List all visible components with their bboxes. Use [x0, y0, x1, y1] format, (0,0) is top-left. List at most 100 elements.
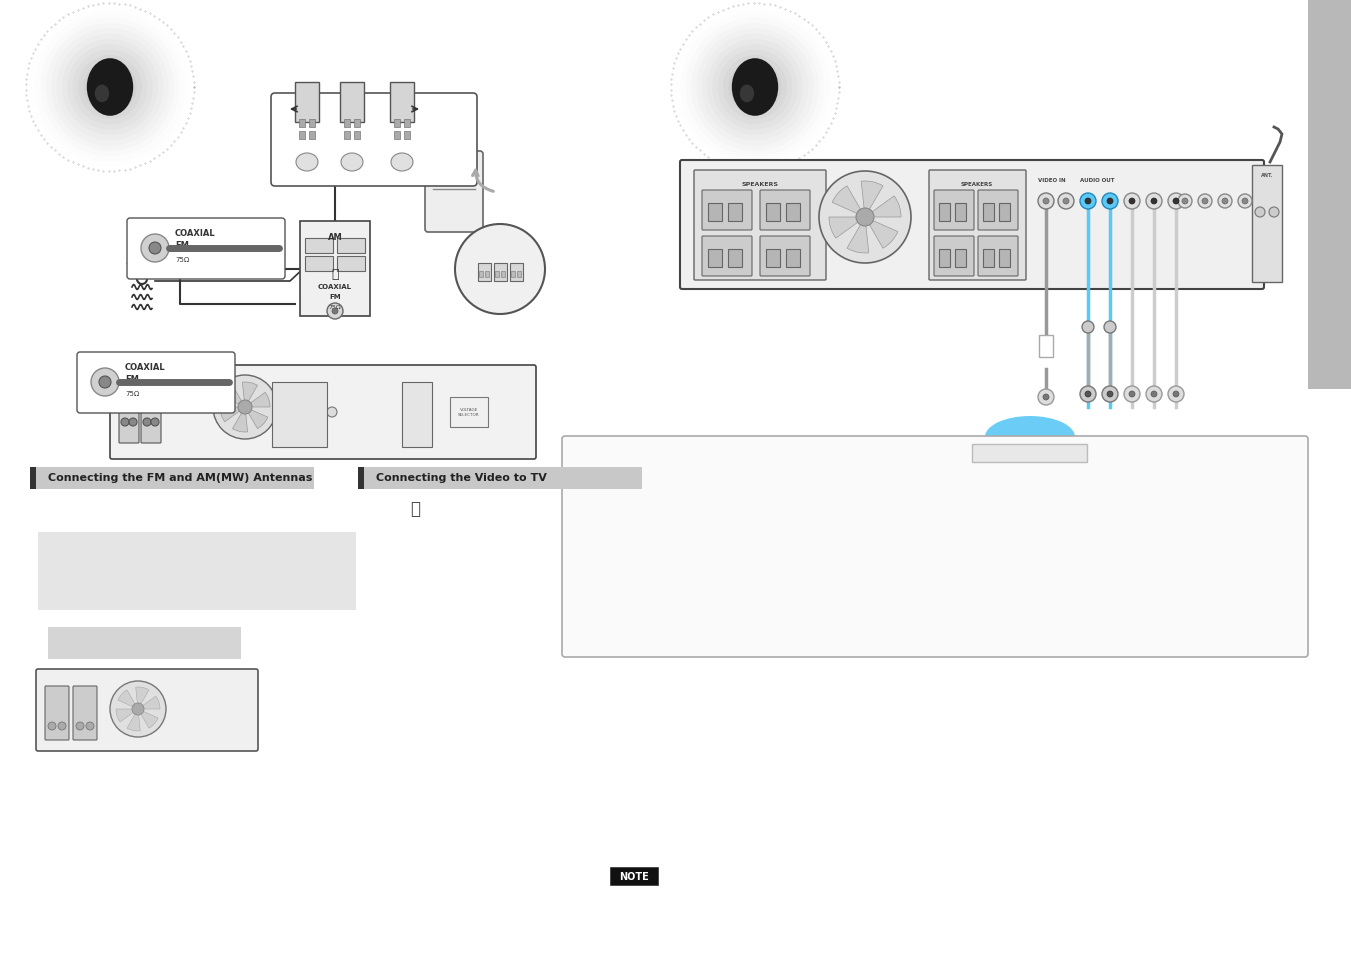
Circle shape — [1106, 199, 1113, 205]
Wedge shape — [865, 218, 898, 249]
Text: Connecting the Video to TV: Connecting the Video to TV — [376, 473, 547, 482]
FancyBboxPatch shape — [426, 152, 484, 233]
Circle shape — [91, 369, 119, 396]
Ellipse shape — [95, 86, 109, 103]
Bar — [394, 132, 400, 140]
Circle shape — [1079, 387, 1096, 402]
Circle shape — [1102, 387, 1119, 402]
FancyBboxPatch shape — [141, 392, 161, 443]
Circle shape — [857, 209, 874, 227]
Bar — [450, 397, 488, 428]
Bar — [728, 204, 742, 222]
Bar — [478, 264, 490, 282]
FancyBboxPatch shape — [36, 669, 258, 751]
Circle shape — [327, 304, 343, 319]
Bar — [708, 204, 721, 222]
Circle shape — [297, 408, 307, 417]
Circle shape — [1124, 193, 1140, 210]
Wedge shape — [127, 709, 141, 731]
Wedge shape — [232, 408, 247, 433]
Bar — [49, 627, 240, 659]
Wedge shape — [135, 687, 149, 709]
Bar — [708, 250, 721, 268]
Text: COAXIAL: COAXIAL — [317, 284, 353, 290]
Bar — [511, 272, 515, 277]
Circle shape — [78, 56, 142, 120]
Text: SPEAKERS: SPEAKERS — [742, 182, 778, 187]
Bar — [971, 444, 1088, 462]
Circle shape — [84, 61, 136, 114]
Text: FM: FM — [330, 294, 340, 299]
Ellipse shape — [296, 153, 317, 172]
Bar — [939, 204, 950, 222]
FancyBboxPatch shape — [761, 236, 811, 276]
Wedge shape — [118, 690, 138, 709]
Wedge shape — [847, 218, 869, 253]
Bar — [345, 132, 350, 140]
Circle shape — [1169, 387, 1183, 402]
Circle shape — [1102, 193, 1119, 210]
Bar — [404, 132, 409, 140]
FancyBboxPatch shape — [119, 392, 139, 443]
Bar — [299, 132, 305, 140]
Bar — [36, 468, 313, 490]
Circle shape — [1106, 392, 1113, 397]
Circle shape — [282, 408, 292, 417]
Bar — [295, 83, 319, 123]
Bar — [984, 204, 994, 222]
FancyBboxPatch shape — [45, 686, 69, 740]
Text: 75Ω: 75Ω — [328, 305, 342, 310]
Circle shape — [750, 83, 761, 93]
Circle shape — [76, 722, 84, 730]
Circle shape — [1169, 193, 1183, 210]
Circle shape — [1198, 194, 1212, 209]
Bar — [363, 468, 642, 490]
Bar — [299, 120, 305, 128]
Bar — [345, 120, 350, 128]
Circle shape — [122, 418, 128, 427]
Text: VIDEO IN: VIDEO IN — [1038, 178, 1066, 183]
Circle shape — [744, 77, 766, 98]
Wedge shape — [830, 218, 865, 239]
Ellipse shape — [740, 86, 754, 103]
Circle shape — [1219, 194, 1232, 209]
Circle shape — [1129, 199, 1135, 205]
Text: FM: FM — [126, 375, 139, 384]
Circle shape — [49, 722, 55, 730]
FancyBboxPatch shape — [703, 191, 753, 231]
Circle shape — [1129, 392, 1135, 397]
Text: COAXIAL: COAXIAL — [176, 229, 216, 237]
Ellipse shape — [390, 153, 413, 172]
Text: 75Ω: 75Ω — [176, 256, 189, 263]
Circle shape — [58, 722, 66, 730]
Circle shape — [104, 83, 115, 93]
Bar — [786, 204, 800, 222]
Circle shape — [213, 375, 277, 439]
Bar — [354, 132, 359, 140]
Circle shape — [1178, 194, 1192, 209]
Bar — [404, 120, 409, 128]
Wedge shape — [138, 709, 158, 728]
Circle shape — [86, 722, 95, 730]
Circle shape — [1104, 322, 1116, 334]
Bar — [766, 204, 780, 222]
Bar — [955, 204, 966, 222]
Bar — [340, 83, 363, 123]
Text: VOLTAGE
SELECTOR: VOLTAGE SELECTOR — [458, 408, 480, 416]
Wedge shape — [138, 697, 159, 709]
Ellipse shape — [732, 59, 778, 116]
Bar — [728, 250, 742, 268]
Circle shape — [1255, 208, 1265, 218]
Text: SPEAKERS: SPEAKERS — [961, 182, 993, 187]
Bar — [494, 264, 507, 282]
FancyBboxPatch shape — [934, 236, 974, 276]
Circle shape — [327, 408, 336, 417]
FancyBboxPatch shape — [703, 236, 753, 276]
Wedge shape — [222, 386, 245, 408]
Circle shape — [141, 234, 169, 263]
Text: COAXIAL: COAXIAL — [126, 363, 166, 372]
Wedge shape — [861, 182, 884, 218]
Circle shape — [1173, 199, 1179, 205]
Circle shape — [1082, 322, 1094, 334]
Bar — [766, 250, 780, 268]
